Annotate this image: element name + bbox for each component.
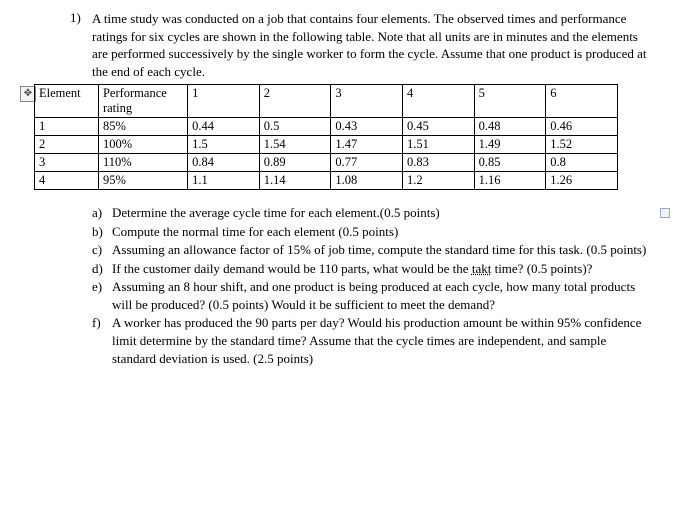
part-letter: b) (92, 223, 112, 241)
cell-val: 1.54 (259, 136, 331, 154)
question-text: A time study was conducted on a job that… (92, 10, 648, 80)
cell-val: 1.1 (188, 172, 260, 190)
header-element: Element (35, 85, 99, 118)
cell-val: 1.49 (474, 136, 546, 154)
cell-val: 0.84 (188, 154, 260, 172)
question-number: 1) (70, 10, 92, 80)
cell-val: 0.89 (259, 154, 331, 172)
cell-val: 0.48 (474, 118, 546, 136)
header-c2: 2 (259, 85, 331, 118)
header-c3: 3 (331, 85, 403, 118)
data-table: Element Performance rating 1 2 3 4 5 6 1… (34, 84, 618, 190)
cell-val: 0.45 (403, 118, 475, 136)
cell-val: 1.26 (546, 172, 618, 190)
cell-val: 0.46 (546, 118, 618, 136)
cell-el: 4 (35, 172, 99, 190)
table-row: 3 110% 0.84 0.89 0.77 0.83 0.85 0.8 (35, 154, 618, 172)
cell-val: 0.85 (474, 154, 546, 172)
part-letter: c) (92, 241, 112, 259)
question-parts: a) Determine the average cycle time for … (92, 204, 648, 367)
cell-perf: 85% (98, 118, 187, 136)
header-c5: 5 (474, 85, 546, 118)
cell-val: 0.5 (259, 118, 331, 136)
part-letter: f) (92, 314, 112, 367)
part-text: A worker has produced the 90 parts per d… (112, 314, 648, 367)
cell-val: 0.44 (188, 118, 260, 136)
cell-val: 0.43 (331, 118, 403, 136)
table-row: 2 100% 1.5 1.54 1.47 1.51 1.49 1.52 (35, 136, 618, 154)
cell-val: 0.83 (403, 154, 475, 172)
cell-val: 1.47 (331, 136, 403, 154)
header-c1: 1 (188, 85, 260, 118)
cell-perf: 100% (98, 136, 187, 154)
document-page: 1) A time study was conducted on a job t… (0, 0, 700, 378)
cell-el: 1 (35, 118, 99, 136)
part-b: b) Compute the normal time for each elem… (92, 223, 648, 241)
table-row: 4 95% 1.1 1.14 1.08 1.2 1.16 1.26 (35, 172, 618, 190)
cell-val: 1.5 (188, 136, 260, 154)
part-a: a) Determine the average cycle time for … (92, 204, 648, 222)
cell-val: 1.08 (331, 172, 403, 190)
cell-el: 2 (35, 136, 99, 154)
part-text: If the customer daily demand would be 11… (112, 260, 648, 278)
cell-val: 1.16 (474, 172, 546, 190)
part-text: Compute the normal time for each element… (112, 223, 648, 241)
cell-el: 3 (35, 154, 99, 172)
part-letter: e) (92, 278, 112, 313)
question-intro: 1) A time study was conducted on a job t… (70, 10, 648, 80)
part-d-post: time? (0.5 points)? (491, 261, 592, 276)
cell-val: 0.8 (546, 154, 618, 172)
header-c6: 6 (546, 85, 618, 118)
part-d: d) If the customer daily demand would be… (92, 260, 648, 278)
takt-word: takt (472, 261, 492, 276)
table-header-row: Element Performance rating 1 2 3 4 5 6 (35, 85, 618, 118)
cell-val: 1.2 (403, 172, 475, 190)
part-letter: d) (92, 260, 112, 278)
cell-val: 0.77 (331, 154, 403, 172)
part-text: Determine the average cycle time for eac… (112, 204, 648, 222)
header-c4: 4 (403, 85, 475, 118)
cell-perf: 110% (98, 154, 187, 172)
part-f: f) A worker has produced the 90 parts pe… (92, 314, 648, 367)
part-c: c) Assuming an allowance factor of 15% o… (92, 241, 648, 259)
part-letter: a) (92, 204, 112, 222)
cell-val: 1.51 (403, 136, 475, 154)
part-text: Assuming an allowance factor of 15% of j… (112, 241, 648, 259)
cell-val: 1.14 (259, 172, 331, 190)
cell-val: 1.52 (546, 136, 618, 154)
cell-perf: 95% (98, 172, 187, 190)
part-e: e) Assuming an 8 hour shift, and one pro… (92, 278, 648, 313)
header-perf: Performance rating (98, 85, 187, 118)
part-text: Assuming an 8 hour shift, and one produc… (112, 278, 648, 313)
part-d-pre: If the customer daily demand would be 11… (112, 261, 472, 276)
table-row: 1 85% 0.44 0.5 0.43 0.45 0.48 0.46 (35, 118, 618, 136)
